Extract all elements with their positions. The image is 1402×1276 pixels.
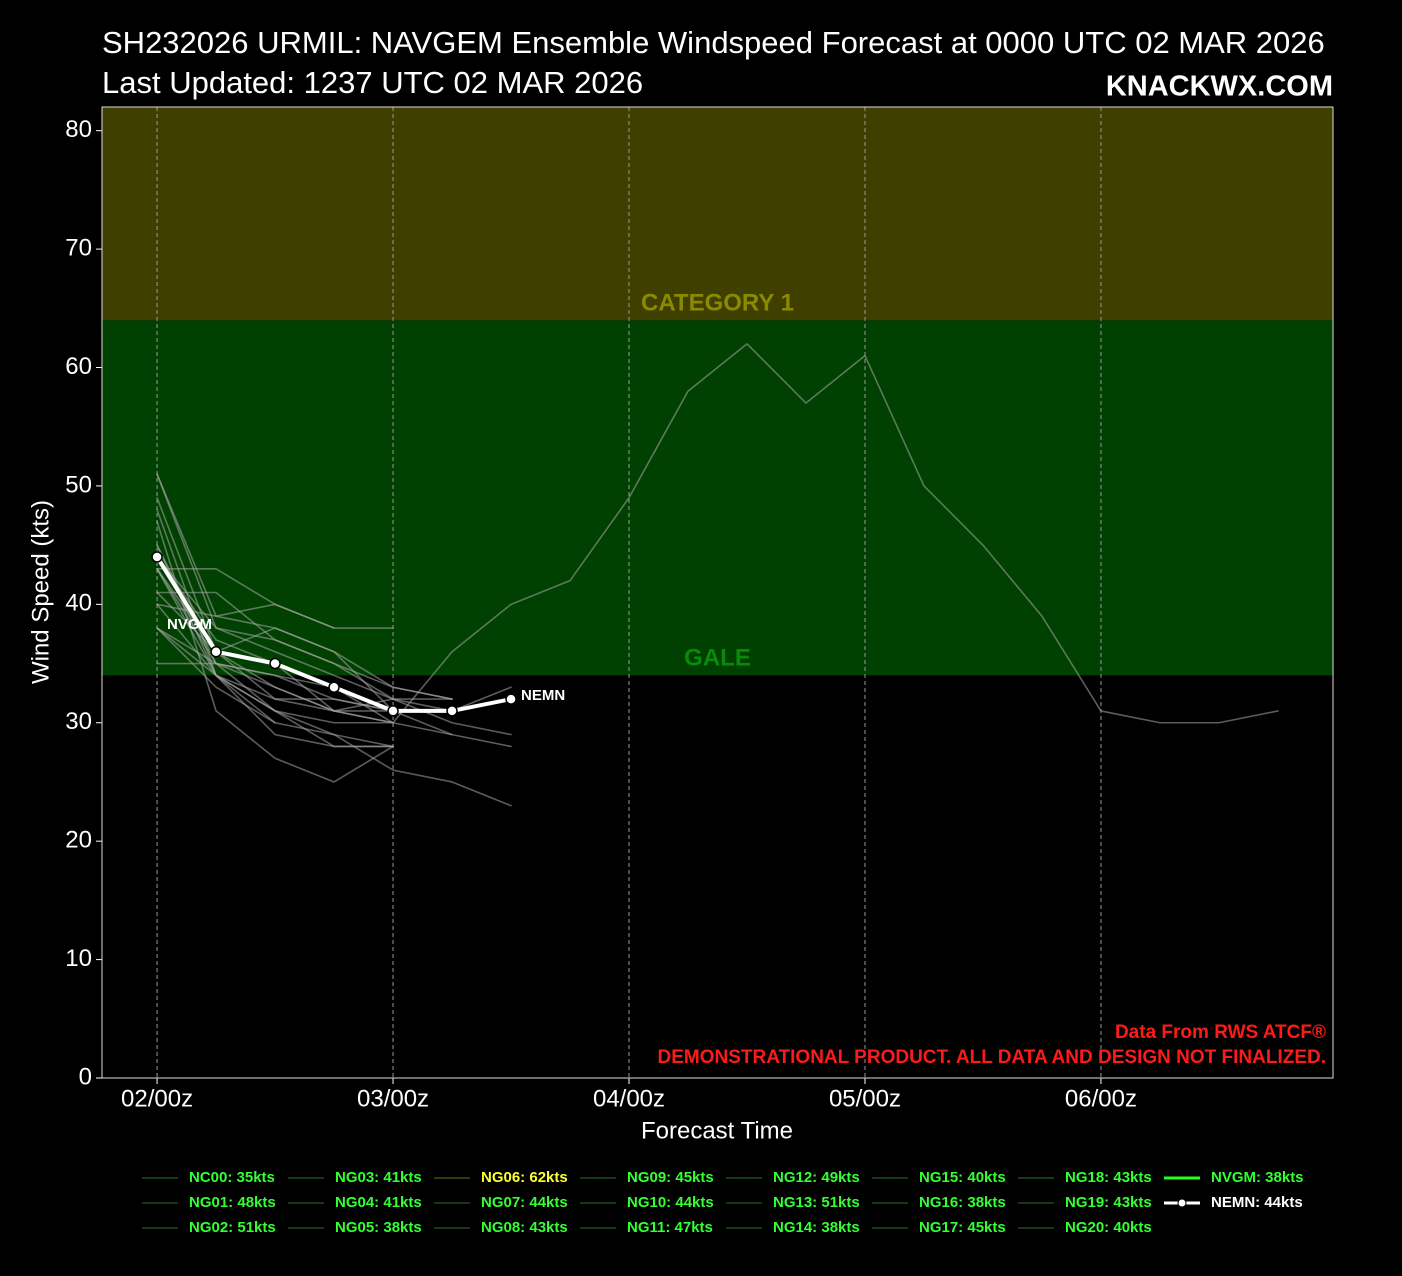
legend-item: NG06: 62kts — [434, 1169, 568, 1186]
plot-frame — [101, 106, 1334, 1079]
legend-label: NG11: 47kts — [627, 1219, 713, 1236]
legend-label: NG03: 41kts — [335, 1169, 422, 1186]
annotation: DEMONSTRATIONAL PRODUCT. ALL DATA AND DE… — [658, 1047, 1327, 1068]
band — [102, 320, 1333, 676]
legend-label: NG13: 51kts — [773, 1194, 860, 1211]
point — [328, 681, 340, 693]
band-label: CATEGORY 1 — [641, 289, 794, 316]
legend-label: NG16: 38kts — [919, 1194, 1006, 1211]
legend-label: NC00: 35kts — [189, 1169, 275, 1186]
member-line — [156, 556, 512, 736]
x-tick-label: 04/00z — [593, 1085, 665, 1112]
x-tick-label: 06/00z — [1065, 1085, 1137, 1112]
point — [446, 705, 458, 717]
legend-label: NG18: 43kts — [1065, 1169, 1152, 1186]
legend-marker — [1177, 1198, 1187, 1208]
legend-label: NG02: 51kts — [189, 1219, 276, 1236]
member-line — [156, 343, 1279, 724]
point — [210, 645, 222, 658]
legend-label: NEMN: 44kts — [1211, 1194, 1303, 1211]
band — [102, 107, 1333, 321]
legend-item: NG04: 41kts — [288, 1194, 422, 1211]
legend-label: NG10: 44kts — [627, 1194, 714, 1211]
legend-item: NEMN: 44kts — [1164, 1194, 1303, 1211]
series-end-label: NEMN — [521, 687, 565, 704]
legend-item: NG09: 45kts — [580, 1169, 714, 1186]
legend-label: NG20: 40kts — [1065, 1219, 1152, 1236]
legend-label: NG12: 49kts — [773, 1169, 860, 1186]
legend-item: NG05: 38kts — [288, 1219, 422, 1236]
x-tick-label: 02/00z — [121, 1085, 193, 1112]
member-line — [156, 603, 394, 712]
legend-label: NG19: 43kts — [1065, 1194, 1152, 1211]
y-tick-label: 50 — [65, 471, 92, 498]
legend-label: NG17: 45kts — [919, 1219, 1006, 1236]
y-tick-label: 40 — [65, 590, 92, 617]
legend-item: NG07: 44kts — [434, 1194, 568, 1211]
legend-label: NVGM: 38kts — [1211, 1169, 1304, 1186]
legend-item: NG12: 49kts — [726, 1169, 860, 1186]
legend-label: NG14: 38kts — [773, 1219, 860, 1236]
annotation: Data From RWS ATCF® — [1115, 1022, 1326, 1043]
legend-item: NG13: 51kts — [726, 1194, 860, 1211]
legend-item: NG03: 41kts — [288, 1169, 422, 1186]
legend-item: NG11: 47kts — [580, 1219, 713, 1236]
legend-item: NG01: 48kts — [142, 1194, 276, 1211]
y-tick-label: 20 — [65, 827, 92, 854]
series-end-label: NVGM — [167, 616, 212, 633]
x-tick-label: 05/00z — [829, 1085, 901, 1112]
legend-item: NG15: 40kts — [872, 1169, 1006, 1186]
point — [505, 693, 517, 705]
legend-item: NG10: 44kts — [580, 1194, 714, 1211]
y-tick-label: 60 — [65, 353, 92, 380]
y-tick-label: 10 — [65, 945, 92, 972]
member-line — [156, 556, 453, 700]
point — [387, 705, 399, 717]
y-tick-label: 80 — [65, 116, 92, 143]
legend-label: NG15: 40kts — [919, 1169, 1006, 1186]
member-line — [156, 568, 394, 712]
legend-item: NG02: 51kts — [142, 1219, 276, 1236]
chart-title: SH232026 URMIL: NAVGEM Ensemble Windspee… — [102, 25, 1325, 60]
legend-item: NG16: 38kts — [872, 1194, 1006, 1211]
legend-label: NG07: 44kts — [481, 1194, 568, 1211]
x-axis-label: Forecast Time — [641, 1117, 793, 1144]
brand: KNACKWX.COM — [1106, 71, 1333, 103]
point — [269, 657, 281, 670]
y-tick-label: 0 — [79, 1063, 92, 1090]
legend-item: NG17: 45kts — [872, 1219, 1006, 1236]
member-line — [156, 544, 453, 736]
legend-label: NG01: 48kts — [189, 1194, 276, 1211]
y-axis-label: Wind Speed (kts) — [27, 500, 54, 684]
legend-label: NG08: 43kts — [481, 1219, 568, 1236]
y-tick-label: 70 — [65, 234, 92, 261]
y-tick-label: 30 — [65, 708, 92, 735]
legend-item: NVGM: 38kts — [1164, 1169, 1304, 1186]
legend-item: NG20: 40kts — [1018, 1219, 1152, 1236]
legend-label: NG04: 41kts — [335, 1194, 422, 1211]
member-line — [156, 603, 276, 724]
legend-item: NC00: 35kts — [142, 1169, 275, 1186]
chart-subtitle: Last Updated: 1237 UTC 02 MAR 2026 — [102, 65, 643, 100]
legend-item: NG14: 38kts — [726, 1219, 860, 1236]
legend-label: NG05: 38kts — [335, 1219, 422, 1236]
x-tick-label: 03/00z — [357, 1085, 429, 1112]
legend-item: NG19: 43kts — [1018, 1194, 1152, 1211]
legend-item: NG18: 43kts — [1018, 1169, 1152, 1186]
band-label: GALE — [684, 645, 751, 672]
legend-label: NG09: 45kts — [627, 1169, 714, 1186]
member-line — [156, 520, 394, 783]
member-line — [156, 568, 394, 629]
legend-label: NG06: 62kts — [481, 1169, 568, 1186]
legend-item: NG08: 43kts — [434, 1219, 568, 1236]
point — [151, 551, 163, 563]
